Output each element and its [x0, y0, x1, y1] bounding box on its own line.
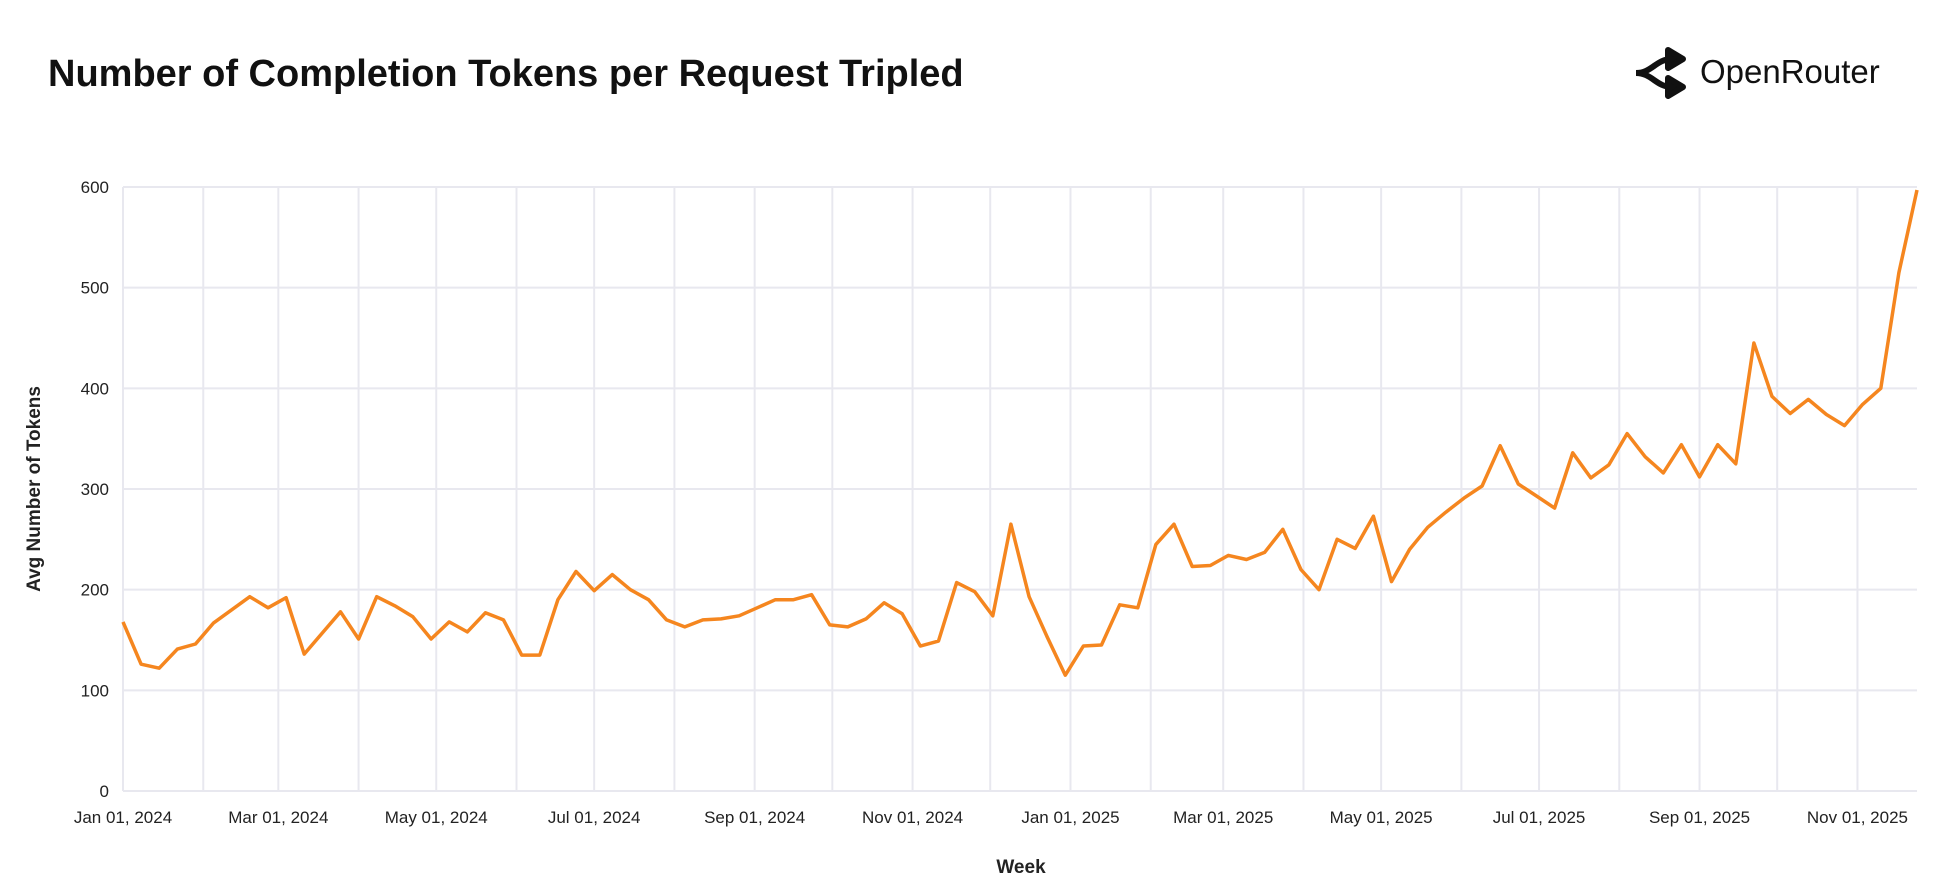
x-tick-label: Jul 01, 2024 [548, 808, 641, 827]
x-tick-label: Nov 01, 2024 [862, 808, 963, 827]
x-tick-label: Jan 01, 2025 [1021, 808, 1119, 827]
x-tick-label: Mar 01, 2024 [228, 808, 328, 827]
series-line [121, 189, 1919, 677]
x-axis: Jan 01, 2024 Mar 01, 2024 May 01, 2024 Jul … [74, 808, 1908, 827]
openrouter-logo-icon [1635, 47, 1686, 99]
brand-logo: OpenRouter [1635, 47, 1880, 99]
brand-name: OpenRouter [1700, 53, 1880, 90]
x-tick-label: Sep 01, 2025 [1649, 808, 1750, 827]
y-tick-label: 100 [81, 681, 109, 700]
x-tick-label: Mar 01, 2025 [1173, 808, 1273, 827]
y-tick-label: 300 [81, 480, 109, 499]
x-tick-label: May 01, 2024 [385, 808, 488, 827]
chart-title: Number of Completion Tokens per Request … [48, 53, 964, 95]
y-tick-label: 500 [81, 279, 109, 298]
x-tick-label: Sep 01, 2024 [704, 808, 805, 827]
y-tick-label: 600 [81, 178, 109, 197]
x-tick-label: Jul 01, 2025 [1493, 808, 1586, 827]
y-axis-label: Avg Number of Tokens [24, 386, 45, 592]
y-axis: 0 100 200 300 400 500 600 [81, 178, 109, 801]
x-tick-label: Nov 01, 2025 [1807, 808, 1908, 827]
x-axis-label: Week [996, 857, 1046, 878]
y-tick-label: 200 [81, 581, 109, 600]
y-tick-label: 400 [81, 379, 109, 398]
x-tick-label: Jan 01, 2024 [74, 808, 172, 827]
y-tick-label: 0 [100, 782, 109, 801]
grid [122, 186, 1917, 792]
x-tick-label: May 01, 2025 [1330, 808, 1433, 827]
